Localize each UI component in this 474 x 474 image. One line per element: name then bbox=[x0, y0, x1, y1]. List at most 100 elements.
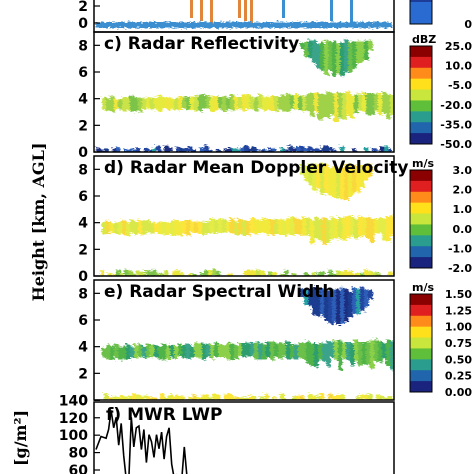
plot-area-c bbox=[96, 39, 394, 152]
streak-mark bbox=[238, 0, 241, 18]
colorbar-tick-c: -20.0 bbox=[440, 99, 472, 112]
ytick-label-c: 0 bbox=[78, 145, 88, 161]
layer-upper-c bbox=[300, 39, 373, 77]
colorbar-tick-d: 3.0 bbox=[453, 164, 473, 177]
colorbar-swatch bbox=[410, 78, 432, 91]
panel-frame-d bbox=[93, 155, 395, 277]
plot-area-d bbox=[100, 163, 394, 276]
colorbar-tick-e: 0.00 bbox=[445, 386, 472, 399]
panel-c: 8 6 4 2 0 c) Radar Reflectivity bbox=[78, 31, 395, 161]
plot-area-top bbox=[96, 0, 392, 28]
colorbar-swatch bbox=[410, 2, 432, 25]
colorbar-swatch bbox=[410, 213, 432, 225]
ytick-label-e: 8 bbox=[78, 286, 88, 302]
streak-mark bbox=[210, 0, 213, 24]
streak-mark bbox=[200, 0, 203, 21]
layer-cloud-d bbox=[102, 215, 394, 245]
colorbar-tick-top: 0 bbox=[464, 18, 472, 31]
panel-title-f: f) MWR LWP bbox=[106, 405, 223, 425]
streak-mark bbox=[350, 0, 353, 24]
colorbar-c: dBZ 25.0 10.0 -5.0 -20.0 -35.0 -50.0 bbox=[409, 33, 472, 151]
colorbar-swatch bbox=[410, 56, 432, 69]
layer-surface-d bbox=[100, 269, 393, 276]
ytick-label-e: 4 bbox=[78, 340, 88, 356]
ytick-label-d: 6 bbox=[78, 189, 88, 205]
layer-cloud-e bbox=[102, 339, 394, 371]
panel-frame-c bbox=[93, 31, 395, 153]
panel-d: 8 6 4 2 0 d) Radar Mean Doppler Velocity bbox=[78, 155, 408, 285]
colorbar-tick-e: 0.25 bbox=[445, 370, 472, 383]
colorbar-swatch bbox=[410, 170, 432, 182]
ytick-label-f: 140 bbox=[59, 393, 88, 409]
plot-area-f bbox=[95, 410, 188, 474]
colorbar-tick-d: -2.0 bbox=[448, 262, 472, 275]
colorbar-swatch bbox=[410, 67, 432, 80]
ytick-label-top: 0 bbox=[78, 16, 88, 32]
colorbar-swatch bbox=[410, 111, 432, 123]
ytick-label-c: 8 bbox=[78, 38, 88, 54]
ytick-label-e: 0 bbox=[78, 393, 88, 409]
layer-upper-d bbox=[300, 163, 373, 201]
colorbar-frame bbox=[409, 169, 433, 269]
colorbar-tick-d: -1.0 bbox=[448, 242, 472, 255]
colorbar-swatch bbox=[410, 89, 432, 101]
colorbar-swatch bbox=[410, 381, 432, 393]
colorbar-swatch bbox=[410, 315, 432, 328]
ytick-label-c: 2 bbox=[78, 118, 88, 134]
colorbar-swatch bbox=[410, 246, 432, 258]
panel-title-c: c) Radar Reflectivity bbox=[104, 34, 299, 54]
ytick-label-e: 6 bbox=[78, 313, 88, 329]
colorbar-swatch bbox=[410, 370, 432, 382]
plot-area-e bbox=[102, 287, 394, 400]
colorbar-swatch bbox=[410, 180, 432, 193]
ytick-label-d: 8 bbox=[78, 162, 88, 178]
colorbar-tick-e: 0.75 bbox=[445, 337, 472, 350]
colorbar-tick-e: 1.50 bbox=[445, 288, 472, 301]
ytick-label-e: 2 bbox=[78, 366, 88, 382]
panel-e: 8 6 4 2 0 e) Radar Spectral Width bbox=[78, 279, 395, 409]
colorbar-tick-e: 0.50 bbox=[445, 353, 472, 366]
colorbar-swatch bbox=[410, 191, 432, 204]
ytick-label-top: 2 bbox=[78, 0, 88, 15]
colorbar-tick-c: -50.0 bbox=[440, 138, 472, 151]
colorbar-swatch bbox=[410, 224, 432, 236]
colorbar-unit-d: m/s bbox=[412, 157, 434, 170]
colorbar-swatch bbox=[410, 326, 432, 339]
colorbar-swatch bbox=[410, 235, 432, 247]
colorbar-tick-e: 1.00 bbox=[445, 321, 472, 334]
ytick-label-d: 2 bbox=[78, 242, 88, 258]
layer-cloud-c bbox=[102, 91, 394, 123]
ytick-label-d: 4 bbox=[78, 216, 88, 232]
colorbar-swatch bbox=[410, 348, 432, 360]
ytick-label-c: 6 bbox=[78, 65, 88, 81]
colorbar-swatch bbox=[410, 46, 432, 58]
colorbar-swatch bbox=[410, 257, 432, 269]
ytick-label-f: 80 bbox=[69, 446, 89, 462]
ytick-label-d: 0 bbox=[78, 269, 88, 285]
colorbar-tick-d: 0.0 bbox=[453, 223, 473, 236]
colorbar-tick-c: 10.0 bbox=[445, 60, 472, 73]
ytick-label-f: 100 bbox=[59, 428, 88, 444]
panel-frame-e bbox=[93, 279, 395, 401]
colorbar-swatch bbox=[410, 202, 432, 215]
streak-mark bbox=[190, 0, 193, 18]
colorbar-e: m/s 1.50 1.25 1.00 0.75 0.50 0.25 0.00 bbox=[409, 281, 472, 399]
surface-band bbox=[96, 22, 392, 28]
ytick-label-f: 120 bbox=[59, 411, 88, 427]
layer-surface-e bbox=[104, 393, 393, 400]
colorbar-unit-c: dBZ bbox=[412, 33, 436, 46]
ytick-label-c: 4 bbox=[78, 92, 88, 108]
streak-mark bbox=[244, 0, 247, 21]
lwp-series-line bbox=[95, 410, 188, 474]
panel-title-d: d) Radar Mean Doppler Velocity bbox=[104, 158, 408, 178]
lwp-axis-label: [g/m²] bbox=[11, 410, 30, 466]
colorbar-tick-c: -5.0 bbox=[448, 79, 472, 92]
layer-upper-e bbox=[300, 287, 373, 326]
ytick-label-f: 60 bbox=[69, 463, 89, 474]
colorbar-d: m/s 3.0 2.0 1.0 0.0 -1.0 -2.0 bbox=[409, 157, 473, 275]
streak-mark bbox=[250, 0, 253, 24]
colorbar-swatch bbox=[410, 100, 432, 112]
streak-mark bbox=[330, 0, 333, 21]
